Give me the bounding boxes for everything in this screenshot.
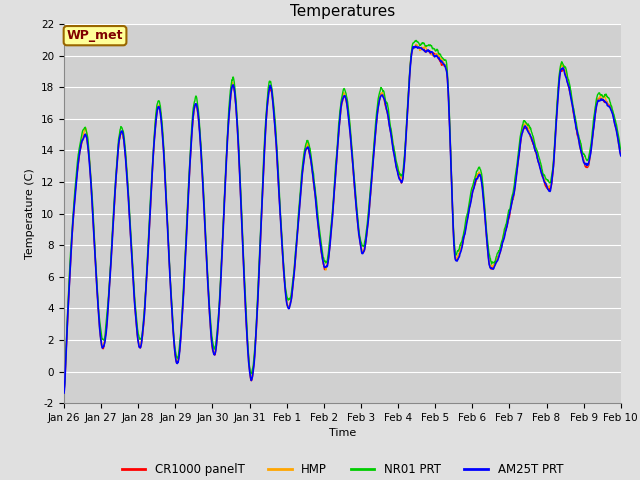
X-axis label: Time: Time xyxy=(329,429,356,438)
AM25T PRT xyxy=(551,140,559,145)
CR1000 panelT xyxy=(413,43,420,49)
Title: Temperatures: Temperatures xyxy=(290,4,395,19)
CR1000 panelT xyxy=(551,139,559,144)
NR01 PRT xyxy=(551,132,559,138)
AM25T PRT xyxy=(617,153,625,159)
NR01 PRT xyxy=(502,222,509,228)
AM25T PRT xyxy=(60,390,68,396)
Line: NR01 PRT: NR01 PRT xyxy=(64,40,621,392)
NR01 PRT xyxy=(246,369,254,375)
NR01 PRT xyxy=(412,37,420,43)
Line: AM25T PRT: AM25T PRT xyxy=(64,46,621,393)
Line: CR1000 panelT: CR1000 panelT xyxy=(64,46,621,393)
Y-axis label: Temperature (C): Temperature (C) xyxy=(26,168,35,259)
CR1000 panelT xyxy=(429,50,437,56)
HMP xyxy=(551,136,559,142)
HMP xyxy=(170,341,178,347)
AM25T PRT xyxy=(170,343,178,349)
CR1000 panelT xyxy=(502,227,509,233)
CR1000 panelT xyxy=(60,390,68,396)
HMP xyxy=(184,197,191,203)
HMP xyxy=(617,152,625,157)
CR1000 panelT xyxy=(184,203,191,209)
HMP xyxy=(412,41,420,47)
HMP xyxy=(502,224,509,229)
NR01 PRT xyxy=(170,339,178,345)
AM25T PRT xyxy=(502,228,509,233)
Legend: CR1000 panelT, HMP, NR01 PRT, AM25T PRT: CR1000 panelT, HMP, NR01 PRT, AM25T PRT xyxy=(117,458,568,480)
AM25T PRT xyxy=(412,43,420,49)
NR01 PRT xyxy=(429,45,437,51)
AM25T PRT xyxy=(246,372,254,378)
AM25T PRT xyxy=(184,204,191,210)
HMP xyxy=(246,372,254,378)
HMP xyxy=(60,386,68,392)
Text: WP_met: WP_met xyxy=(67,29,124,42)
NR01 PRT xyxy=(617,146,625,152)
CR1000 panelT xyxy=(617,151,625,157)
Line: HMP: HMP xyxy=(64,44,621,389)
NR01 PRT xyxy=(60,389,68,395)
CR1000 panelT xyxy=(246,372,254,378)
HMP xyxy=(429,53,437,59)
AM25T PRT xyxy=(429,52,437,58)
CR1000 panelT xyxy=(170,343,178,349)
NR01 PRT xyxy=(184,196,191,202)
